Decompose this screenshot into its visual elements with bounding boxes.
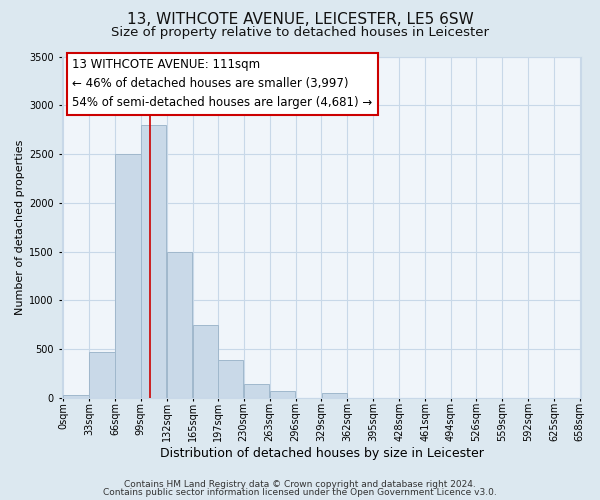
Bar bbox=[244, 384, 269, 398]
Text: 13, WITHCOTE AVENUE, LEICESTER, LE5 6SW: 13, WITHCOTE AVENUE, LEICESTER, LE5 6SW bbox=[127, 12, 473, 28]
Text: Contains HM Land Registry data © Crown copyright and database right 2024.: Contains HM Land Registry data © Crown c… bbox=[124, 480, 476, 489]
Bar bbox=[270, 390, 295, 398]
Text: Contains public sector information licensed under the Open Government Licence v3: Contains public sector information licen… bbox=[103, 488, 497, 497]
Bar bbox=[193, 324, 218, 398]
Y-axis label: Number of detached properties: Number of detached properties bbox=[15, 140, 25, 315]
Text: 13 WITHCOTE AVENUE: 111sqm
← 46% of detached houses are smaller (3,997)
54% of s: 13 WITHCOTE AVENUE: 111sqm ← 46% of deta… bbox=[72, 58, 372, 109]
Text: Size of property relative to detached houses in Leicester: Size of property relative to detached ho… bbox=[111, 26, 489, 39]
Bar bbox=[167, 252, 193, 398]
X-axis label: Distribution of detached houses by size in Leicester: Distribution of detached houses by size … bbox=[160, 447, 484, 460]
Bar bbox=[218, 360, 244, 398]
Bar bbox=[89, 352, 115, 398]
Bar bbox=[322, 392, 347, 398]
Bar bbox=[141, 125, 166, 398]
Bar bbox=[115, 154, 140, 398]
Bar bbox=[64, 396, 89, 398]
